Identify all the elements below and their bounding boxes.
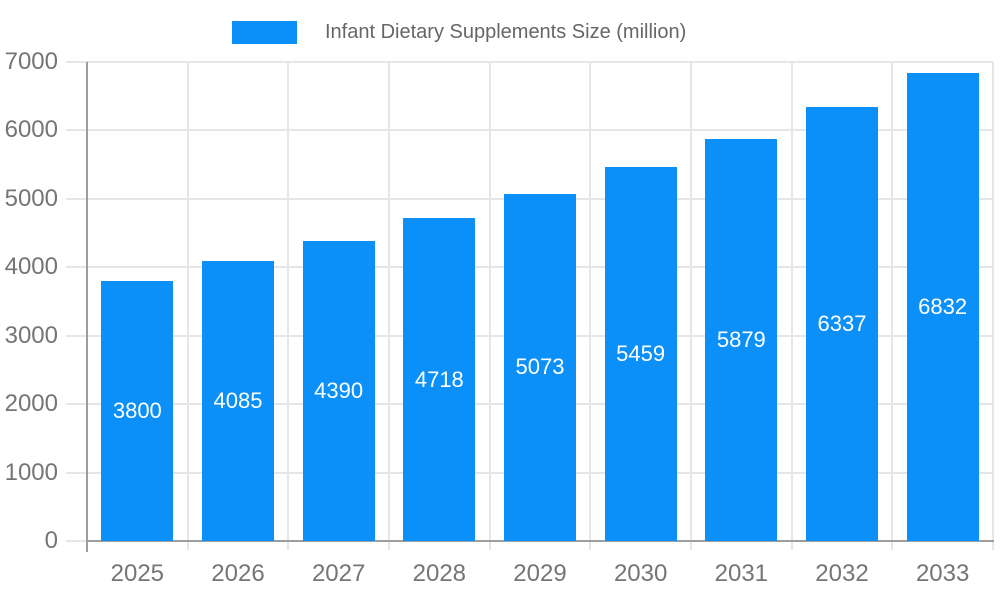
gridline-v [287,62,290,550]
gridline-h [66,61,993,63]
x-axis-label: 2032 [815,560,869,587]
bar-value-label: 4718 [414,366,464,392]
x-axis-label: 2027 [311,560,366,587]
bar-2025[interactable]: 3800 [101,280,174,541]
bar-value-label: 6337 [817,311,867,337]
x-axis-label: 2025 [110,560,165,587]
bar-2027[interactable]: 4390 [302,240,375,541]
bar-value-label: 5073 [515,354,565,380]
gridline-v [488,62,491,550]
gridline-v [186,62,189,550]
x-axis-label: 2030 [613,560,668,587]
y-axis-label: 2000 [4,390,58,418]
bar-2033[interactable]: 6832 [906,73,979,541]
bar-value-label: 4085 [213,388,263,414]
x-axis-label: 2031 [714,560,769,587]
y-axis-label: 7000 [4,48,58,75]
bar-2029[interactable]: 5073 [504,193,576,541]
gridline-v [891,62,894,550]
y-axis-label: 4000 [4,253,58,281]
x-axis-label: 2033 [915,560,970,587]
y-axis-label: 1000 [4,458,58,486]
y-axis-label: 5000 [4,184,58,212]
x-axis-line [86,540,994,542]
x-axis-label: 2029 [513,560,567,587]
bar-value-label: 4390 [314,377,364,403]
bar-2026[interactable]: 4085 [202,261,274,541]
legend-label: Infant Dietary Supplements Size (million… [325,21,687,43]
y-axis-label: 3000 [4,321,58,349]
legend-swatch [232,21,297,44]
x-axis-label: 2026 [211,560,265,587]
gridline-v [388,62,390,550]
y-axis-line [86,62,88,552]
gridline-v [589,62,592,550]
bar-value-label: 3800 [112,397,162,423]
bar-value-label: 5459 [616,341,666,367]
bar-value-label: 5879 [716,326,766,352]
gridline-v [690,62,692,550]
x-axis-label: 2028 [412,560,467,587]
y-axis-label: 0 [44,527,58,554]
gridline-h [66,129,993,132]
gridline-v [992,62,994,550]
bar-2030[interactable]: 5459 [604,167,677,541]
y-axis-label: 6000 [4,116,58,144]
chart-legend[interactable]: Infant Dietary Supplements Size (million… [232,21,686,44]
gridline-v [790,62,793,550]
bar-2031[interactable]: 5879 [705,138,778,541]
bar-2032[interactable]: 6337 [806,107,878,541]
bar-2028[interactable]: 4718 [403,218,476,541]
bar-value-label: 6832 [918,294,968,320]
